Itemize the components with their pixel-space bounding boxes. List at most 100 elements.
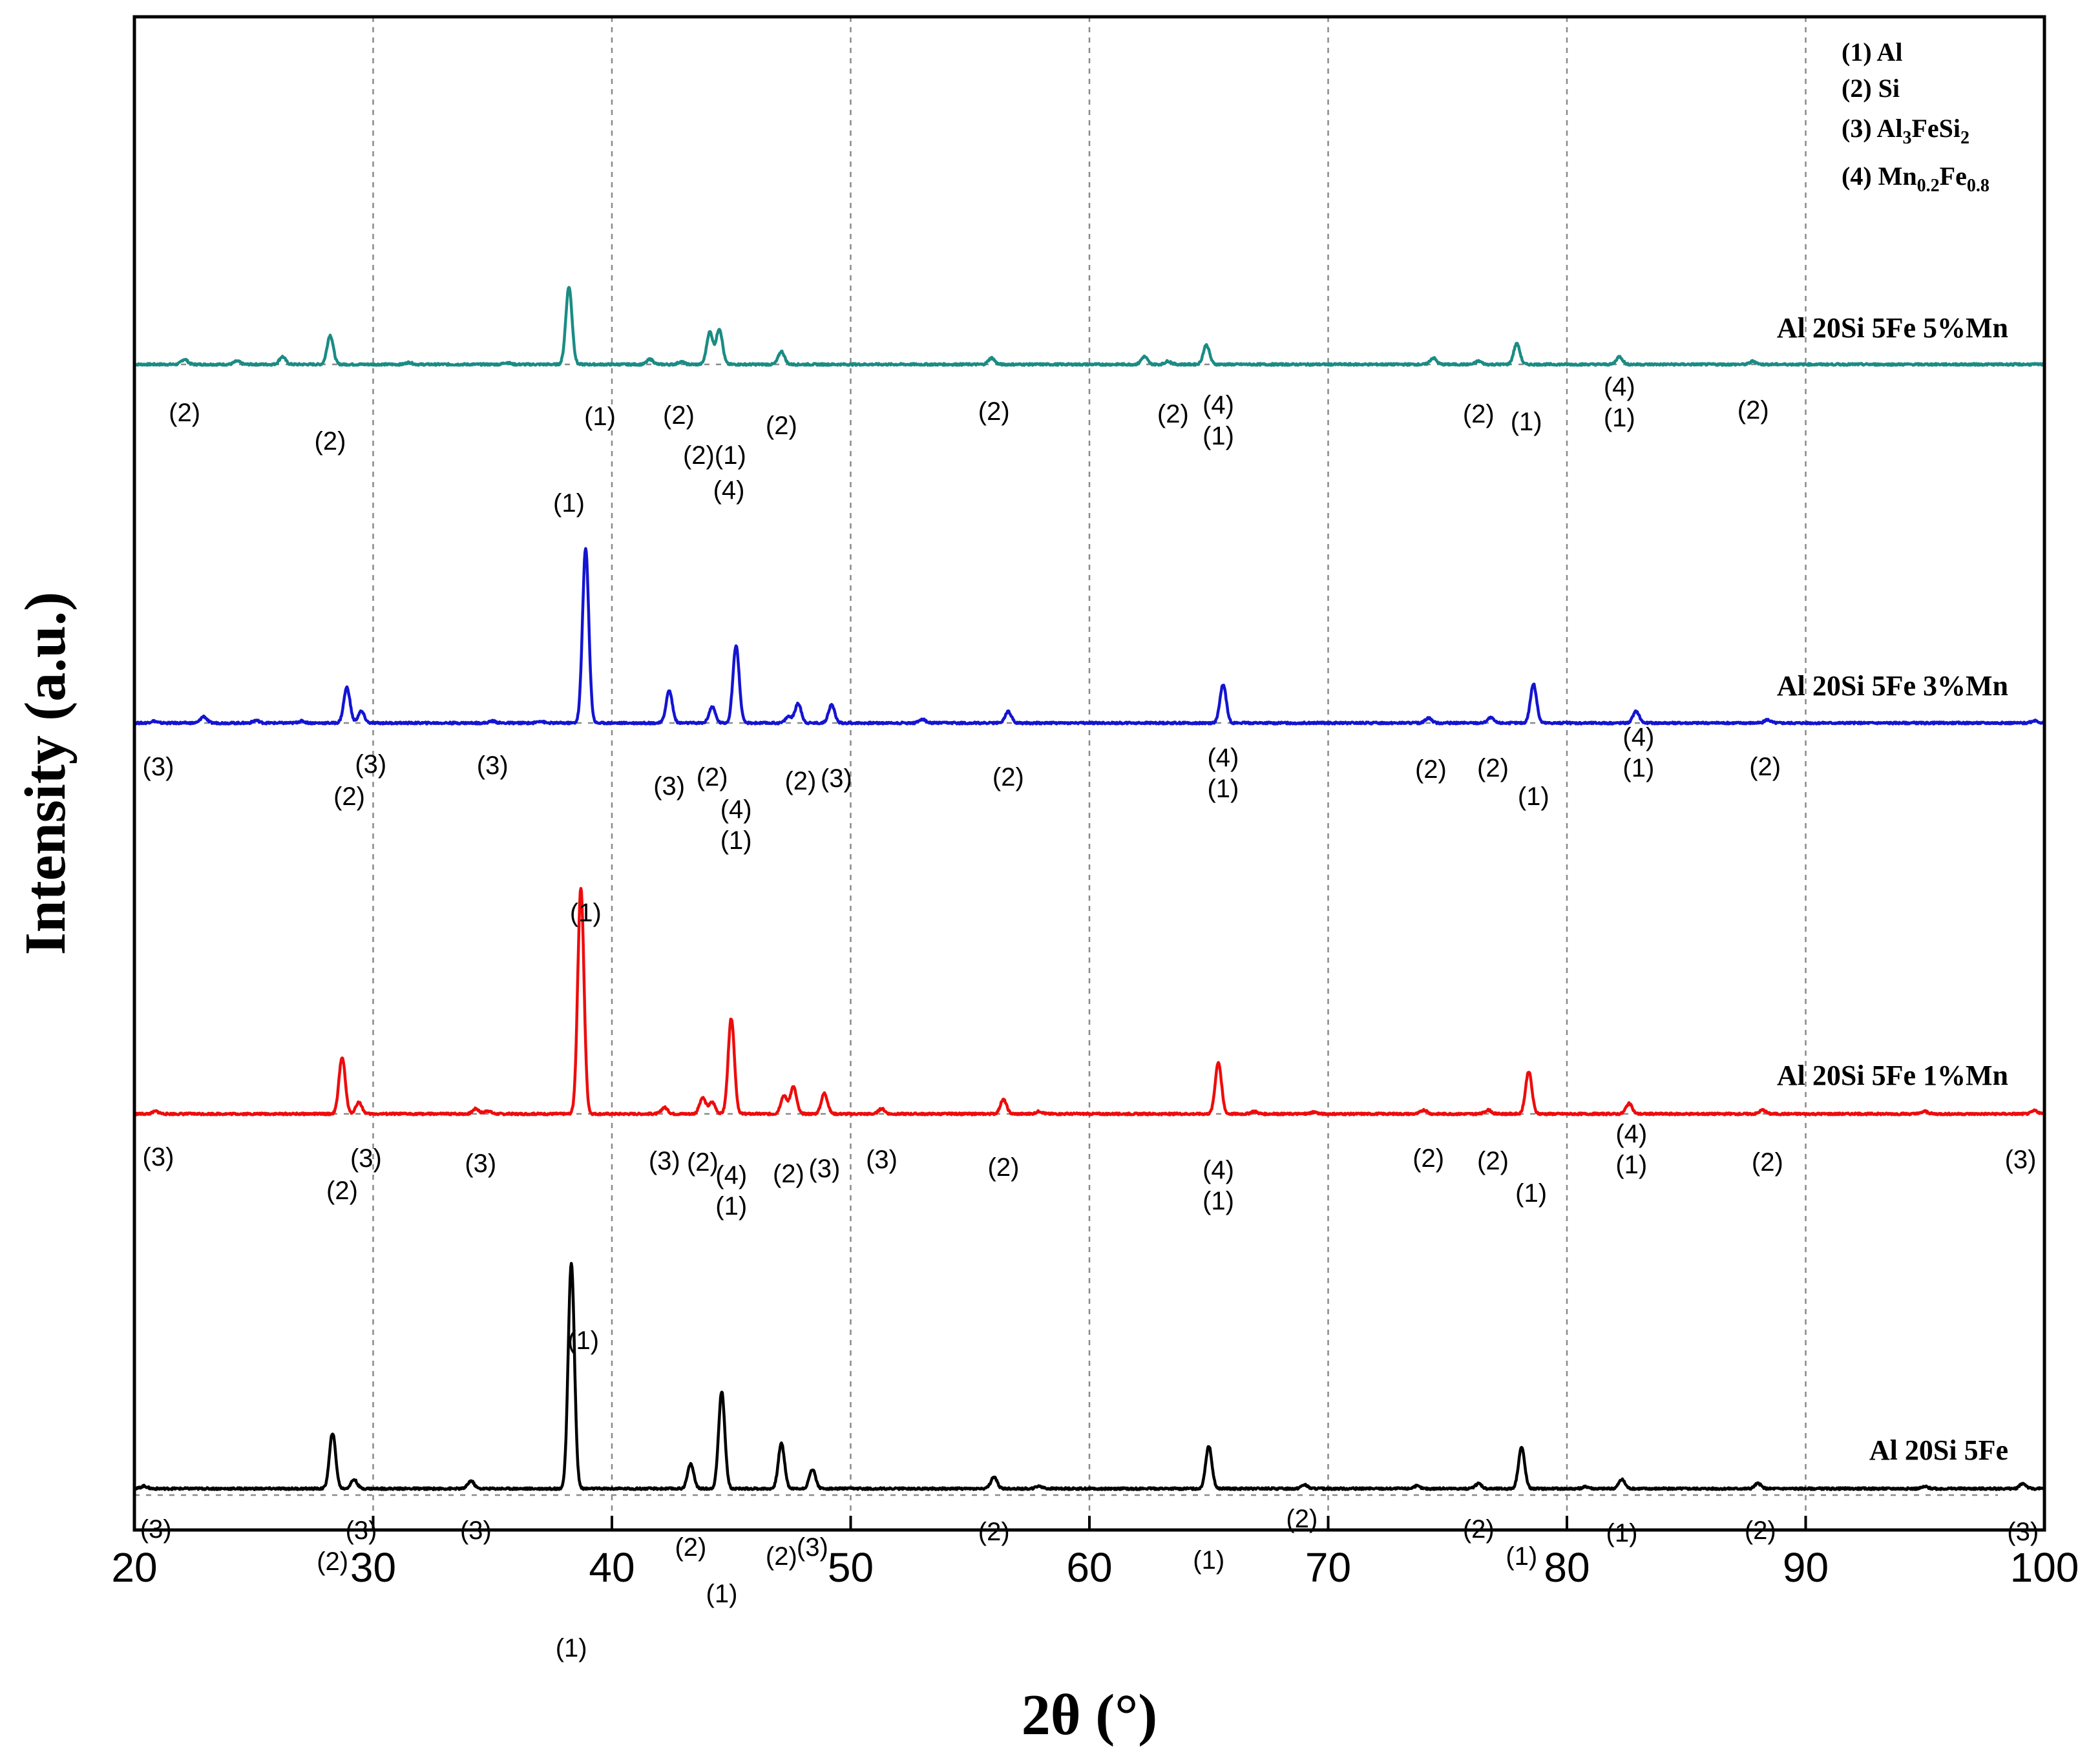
series-trace — [133, 886, 2046, 1116]
series-traces — [133, 286, 2046, 1491]
peak-label: (1) — [553, 489, 585, 518]
peak-label: (3) — [477, 751, 509, 780]
peak-label: (4) — [1202, 1156, 1234, 1184]
peak-label: (3) — [143, 753, 174, 781]
series-trace — [133, 286, 2046, 367]
peak-label: (2) — [992, 763, 1024, 791]
legend-entry: (2) Si — [1842, 74, 1900, 103]
peak-label: (1) — [567, 1326, 599, 1355]
peak-labels: (2)(2)(1)(1) (2)(2)(1)(4)(2) (2) (2) (4)(1)(… — [140, 373, 2039, 1662]
peak-label: (4) — [1615, 1120, 1647, 1148]
peak-label: (3) — [821, 764, 852, 793]
peak-label: (2) — [169, 399, 200, 427]
peak-label: (2) — [1749, 753, 1781, 781]
peak-label: (2) — [784, 767, 816, 795]
peak-label: (1) — [1207, 775, 1239, 803]
series-name-label: Al 20Si 5Fe 3%Mn — [1777, 670, 2008, 702]
peak-label: (2) — [315, 427, 346, 456]
peak-label: (3) — [2007, 1518, 2039, 1546]
peak-label: (2) — [978, 1518, 1010, 1546]
peak-label: (3) — [866, 1146, 898, 1174]
x-tick-label: 80 — [1544, 1544, 1590, 1591]
peak-label: (1) — [706, 1580, 738, 1608]
peak-label: (2) — [1752, 1148, 1783, 1177]
x-tick-label: 50 — [828, 1544, 874, 1591]
peak-label: (1) — [1511, 408, 1542, 436]
peak-label: (2) — [1738, 396, 1769, 424]
peak-label: (3) — [653, 772, 685, 801]
peak-label: (2) — [988, 1153, 1020, 1182]
peak-label: (1) — [584, 403, 616, 431]
series-name-label: Al 20Si 5Fe — [1869, 1434, 2008, 1466]
x-tick-label: 30 — [350, 1544, 396, 1591]
peak-label: (4) — [715, 1161, 747, 1189]
peak-label: (2) — [1477, 754, 1509, 782]
peak-label: (1) — [1606, 1519, 1638, 1547]
peak-label: (2)(1) — [683, 441, 746, 470]
x-tick-label: 90 — [1783, 1544, 1829, 1591]
peak-label: (4) — [1622, 723, 1654, 751]
x-tick-label: 70 — [1305, 1544, 1351, 1591]
peak-label: (1) — [715, 1192, 747, 1220]
peak-label: (1) — [1622, 754, 1654, 782]
peak-label: (1) — [1506, 1542, 1537, 1571]
peak-label: (1) — [1515, 1179, 1547, 1208]
peak-label: (3) — [143, 1143, 174, 1171]
peak-label: (2) — [773, 1160, 804, 1188]
peak-label: (1) — [1604, 404, 1635, 432]
peak-label: (1) — [1202, 422, 1234, 450]
x-axis-ticks: 20 30 40 50 60 70 80 90 100 — [111, 1516, 2079, 1591]
series-name-label: Al 20Si 5Fe 1%Mn — [1777, 1060, 2008, 1091]
peak-label: (1) — [570, 899, 602, 927]
peak-label: (4) — [720, 795, 752, 824]
x-axis-title: 2θ (°) — [1022, 1683, 1157, 1747]
peak-label: (2) — [675, 1533, 706, 1562]
peak-label: (3) — [350, 1144, 382, 1173]
peak-label: (2) — [1463, 400, 1495, 428]
peak-label: (2) — [1157, 400, 1189, 428]
x-tick-label: 60 — [1066, 1544, 1112, 1591]
peak-label: (1) — [1202, 1187, 1234, 1215]
legend-entry: (4) Mn0.2Fe0.8 — [1842, 162, 1990, 196]
peak-label: (2) — [1415, 755, 1447, 784]
grid-lines — [372, 17, 1807, 1530]
peak-label: (3) — [808, 1155, 840, 1183]
series-trace — [133, 1262, 2046, 1491]
peak-label: (2) — [766, 1542, 797, 1571]
legend-entry: (1) Al — [1842, 37, 1902, 67]
peak-label: (4) — [1202, 391, 1234, 419]
peak-label: (4) — [713, 476, 745, 505]
series-trace — [133, 547, 2046, 726]
peak-label: (1) — [1193, 1546, 1224, 1575]
peak-label: (1) — [720, 826, 752, 855]
peak-label: (1) — [556, 1634, 587, 1662]
legend-entry: (3) Al3FeSi2 — [1842, 114, 1969, 148]
peak-label: (3) — [2005, 1146, 2037, 1174]
peak-label: (2) — [697, 763, 728, 791]
peak-label: (2) — [317, 1547, 348, 1576]
peak-label: (2) — [766, 412, 797, 440]
peak-label: (2) — [1412, 1144, 1444, 1173]
peak-label: (2) — [978, 397, 1010, 426]
peak-label: (1) — [1518, 782, 1549, 811]
peak-label: (2) — [663, 401, 695, 430]
peak-label: (3) — [465, 1149, 496, 1178]
peak-label: (1) — [1615, 1151, 1647, 1179]
y-axis-title: Intensity (a.u.) — [14, 592, 78, 956]
series-name-label: Al 20Si 5Fe 5%Mn — [1777, 312, 2008, 344]
x-tick-label: 40 — [589, 1544, 635, 1591]
peak-label: (3) — [797, 1533, 828, 1562]
peak-label: (2) — [333, 782, 365, 811]
peak-label: (4) — [1207, 744, 1239, 772]
peak-label: (2) — [326, 1177, 358, 1205]
x-tick-label: 100 — [2010, 1544, 2079, 1591]
peak-label: (3) — [355, 750, 386, 779]
series-names: Al 20Si 5Fe 5%Mn Al 20Si 5Fe 3%Mn Al 20Si … — [1777, 312, 2008, 1466]
peak-label: (3) — [649, 1147, 680, 1175]
x-tick-label: 20 — [111, 1544, 157, 1591]
peak-label: (2) — [687, 1148, 719, 1177]
phase-legend: (1) Al (2) Si (3) Al3FeSi2 (4) Mn0.2Fe0.8 — [1842, 37, 1990, 196]
peak-label: (4) — [1604, 373, 1635, 401]
